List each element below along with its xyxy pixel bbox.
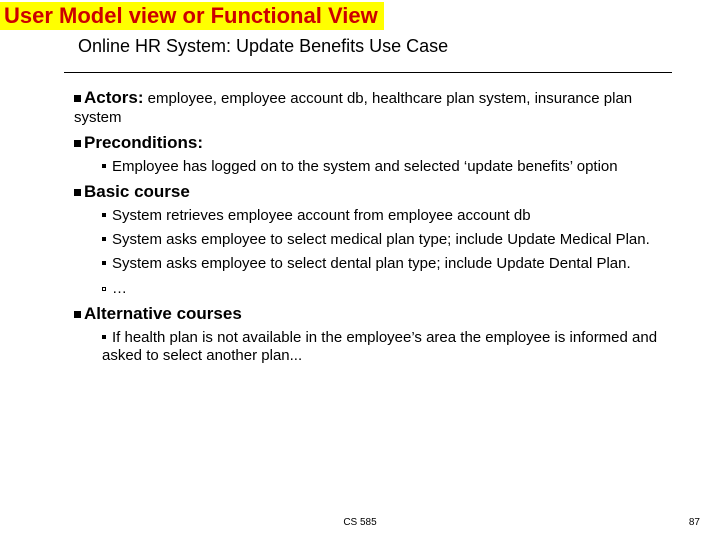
dot-bullet-icon (102, 164, 106, 168)
list-item: … (102, 280, 680, 298)
slide: User Model view or Functional View Onlin… (0, 0, 720, 540)
basic-item-text: … (112, 280, 127, 297)
preconditions-label: Preconditions: (84, 133, 203, 152)
basic-item-text: System asks employee to select medical p… (112, 231, 650, 248)
section-preconditions: Preconditions: Employee has logged on to… (74, 133, 680, 176)
dot-bullet-icon (102, 237, 106, 241)
dot-bullet-icon (102, 213, 106, 217)
list-item: System asks employee to select dental pl… (102, 255, 680, 273)
basic-label: Basic course (84, 182, 190, 201)
alternative-label: Alternative courses (84, 304, 242, 323)
alternative-list: If health plan is not available in the e… (102, 329, 680, 366)
footer-page-number: 87 (689, 517, 700, 528)
section-basic-head: Basic course (74, 182, 680, 203)
square-bullet-icon (74, 140, 81, 147)
section-basic-course: Basic course System retrieves employee a… (74, 182, 680, 298)
basic-item-text: System asks employee to select dental pl… (112, 255, 631, 272)
list-item: If health plan is not available in the e… (102, 329, 680, 366)
square-bullet-icon (74, 189, 81, 196)
list-item: System asks employee to select medical p… (102, 231, 680, 249)
square-bullet-icon (74, 95, 81, 102)
list-item: System retrieves employee account from e… (102, 207, 680, 225)
precondition-text: Employee has logged on to the system and… (112, 158, 618, 175)
square-bullet-icon (74, 311, 81, 318)
list-item: Employee has logged on to the system and… (102, 158, 680, 176)
section-preconditions-head: Preconditions: (74, 133, 680, 154)
dot-bullet-icon (102, 335, 106, 339)
slide-body: Actors: employee, employee account db, h… (74, 82, 680, 371)
hollow-bullet-icon (102, 287, 106, 291)
actors-text: employee, employee account db, healthcar… (74, 90, 632, 126)
section-actors: Actors: employee, employee account db, h… (74, 88, 680, 127)
section-alternative-courses: Alternative courses If health plan is no… (74, 304, 680, 365)
actors-label: Actors: (84, 88, 144, 107)
alternative-item-text: If health plan is not available in the e… (102, 329, 657, 364)
slide-title: User Model view or Functional View (4, 3, 378, 29)
slide-title-bar: User Model view or Functional View (0, 2, 384, 30)
footer-course-code: CS 585 (0, 517, 720, 528)
divider-line (64, 72, 672, 73)
preconditions-list: Employee has logged on to the system and… (102, 158, 680, 176)
section-alternative-head: Alternative courses (74, 304, 680, 325)
section-actors-head: Actors: employee, employee account db, h… (74, 88, 680, 127)
basic-list: System retrieves employee account from e… (102, 207, 680, 298)
basic-item-text: System retrieves employee account from e… (112, 207, 531, 224)
dot-bullet-icon (102, 261, 106, 265)
slide-subtitle: Online HR System: Update Benefits Use Ca… (78, 36, 448, 57)
